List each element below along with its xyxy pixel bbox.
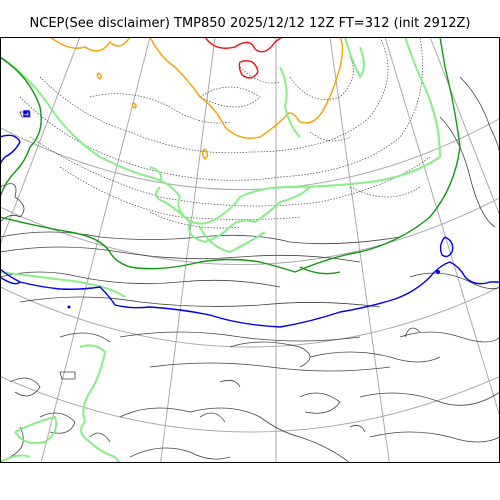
latitude-line [0,286,500,348]
latitude-line [0,117,500,191]
blue-dot [436,270,440,274]
meridian-line [40,37,151,463]
blue-dot [24,111,28,115]
meridian-line [0,37,81,247]
meridian-line [384,37,500,418]
meridian-line [329,37,390,463]
markers [24,111,440,309]
contour-blue [0,110,500,328]
meridian-line [429,37,500,218]
contour-orange [49,37,344,161]
latitude-line [0,375,500,433]
weather-map [0,37,500,463]
contour-red [204,37,283,79]
dotted-contours [19,37,431,229]
map-title: NCEP(See disclaimer) TMP850 2025/12/12 1… [29,16,471,31]
contour-green [0,37,461,275]
latitude-line [0,197,500,266]
map-frame [0,37,500,463]
meridian-line [160,37,216,463]
contour-lightgreen [0,37,442,463]
coastlines [0,76,500,463]
blue-dot [67,305,71,309]
graticule [0,37,500,463]
